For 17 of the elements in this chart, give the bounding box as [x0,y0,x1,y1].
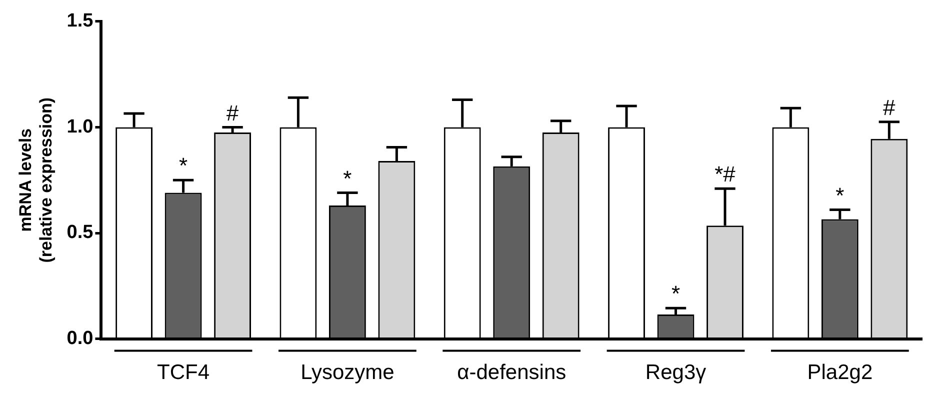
y-tick-label: 1.5 [66,10,94,32]
data-label: *# [714,162,736,187]
x-tick-label: α-defensins [457,361,566,384]
x-tick-label: Pla2g2 [807,361,873,384]
x-tick-label: TCF4 [157,361,210,384]
data-label: * [343,166,352,191]
data-label: * [836,182,845,208]
data-label: * [671,281,680,306]
data-label: # [226,100,240,126]
y-axis-title: mRNA levels (relative expression) [16,97,56,263]
data-label: * [179,153,188,178]
x-tick-label: Reg3γ [645,361,707,384]
y-tick-label: 0.0 [66,328,94,350]
y-tick-label: 1.0 [66,116,94,138]
data-label: # [883,94,896,120]
x-tick-label: Lysozyme [300,361,394,384]
y-tick-label: 0.5 [66,222,94,244]
